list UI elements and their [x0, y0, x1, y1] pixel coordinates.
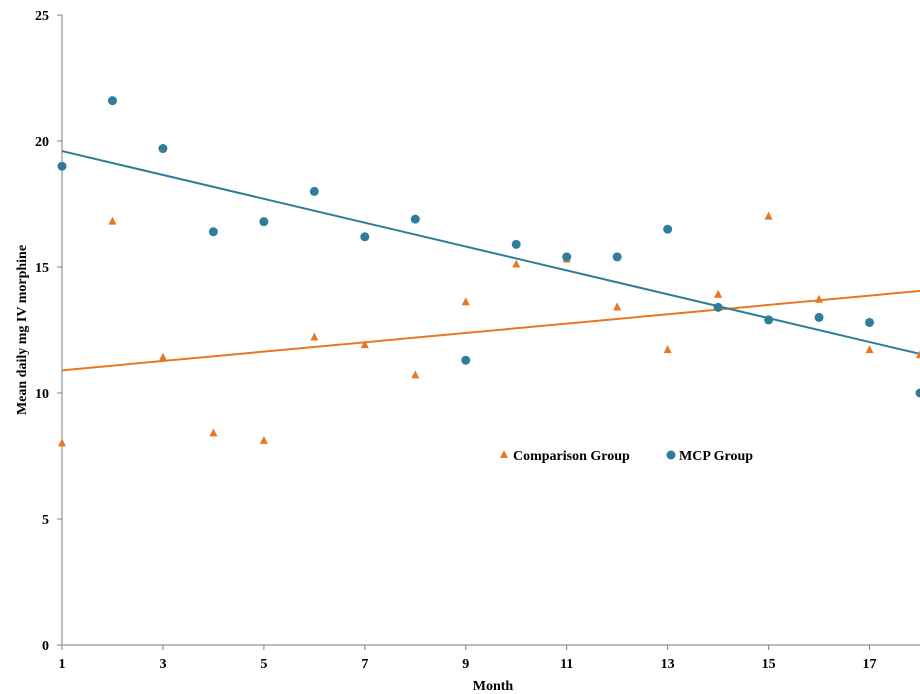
legend-marker-mcp-group — [666, 450, 676, 460]
x-tick-label: 11 — [560, 657, 573, 672]
axes — [57, 14, 920, 650]
data-point-mcp-group — [663, 224, 673, 234]
data-point-comparison-group — [411, 370, 420, 379]
y-tick-label: 0 — [42, 639, 49, 654]
x-axis-title: Month — [473, 679, 514, 694]
y-tick-label: 25 — [35, 9, 49, 24]
data-point-comparison-group — [815, 294, 824, 303]
data-point-mcp-group — [158, 144, 168, 154]
data-point-mcp-group — [107, 96, 117, 106]
legend-marker-comparison-group — [500, 450, 508, 458]
legend: Comparison Group MCP Group — [500, 449, 753, 464]
data-point-comparison-group — [663, 345, 672, 354]
data-point-mcp-group — [612, 252, 622, 262]
data-point-mcp-group — [814, 312, 824, 322]
x-tick-label: 7 — [361, 657, 368, 672]
x-tick-label: 17 — [863, 657, 877, 672]
data-point-comparison-group — [310, 332, 319, 341]
x-tick-label: 13 — [661, 657, 675, 672]
data-point-mcp-group — [208, 227, 218, 237]
data-point-comparison-group — [461, 297, 470, 306]
trendline-mcp-group — [61, 150, 920, 355]
data-point-mcp-group — [764, 315, 774, 325]
data-point-mcp-group — [562, 252, 572, 262]
trendline-comparison-group — [61, 289, 920, 372]
data-point-comparison-group — [916, 350, 920, 359]
data-point-comparison-group — [108, 216, 117, 225]
data-point-mcp-group — [360, 232, 370, 242]
y-tick-label: 15 — [35, 261, 49, 276]
data-point-comparison-group — [259, 435, 268, 444]
x-tick-label: 15 — [762, 657, 776, 672]
data-point-comparison-group — [158, 352, 167, 361]
x-tick-label: 9 — [462, 657, 469, 672]
legend-label-mcp-group: MCP Group — [679, 449, 753, 464]
data-point-mcp-group — [309, 186, 319, 196]
x-tick-label: 5 — [260, 657, 267, 672]
data-point-mcp-group — [259, 217, 269, 227]
data-point-comparison-group — [58, 438, 66, 447]
y-axis-title: Mean daily mg IV morphine — [15, 245, 30, 415]
data-point-comparison-group — [209, 428, 218, 437]
data-point-comparison-group — [865, 345, 874, 354]
data-point-mcp-group — [865, 317, 875, 327]
legend-label-comparison-group: Comparison Group — [513, 449, 630, 464]
y-tick-label: 20 — [35, 135, 49, 150]
data-point-comparison-group — [512, 259, 521, 268]
trendlines — [61, 150, 920, 372]
data-point-mcp-group — [511, 239, 521, 249]
data-point-comparison-group — [764, 211, 773, 220]
data-point-mcp-group — [915, 388, 920, 398]
legend-item-mcp-group — [666, 450, 676, 460]
x-tick-label: 1 — [59, 657, 66, 672]
data-point-mcp-group — [57, 161, 67, 171]
data-point-comparison-group — [360, 340, 369, 349]
legend-item-comparison-group — [500, 450, 508, 458]
data-point-mcp-group — [410, 214, 420, 224]
data-points — [57, 96, 920, 447]
x-tick-label: 3 — [159, 657, 166, 672]
data-point-mcp-group — [713, 302, 723, 312]
y-tick-label: 5 — [42, 513, 49, 528]
data-point-comparison-group — [714, 289, 723, 298]
data-point-comparison-group — [613, 302, 622, 311]
data-point-mcp-group — [461, 355, 471, 365]
y-tick-label: 10 — [35, 387, 49, 402]
